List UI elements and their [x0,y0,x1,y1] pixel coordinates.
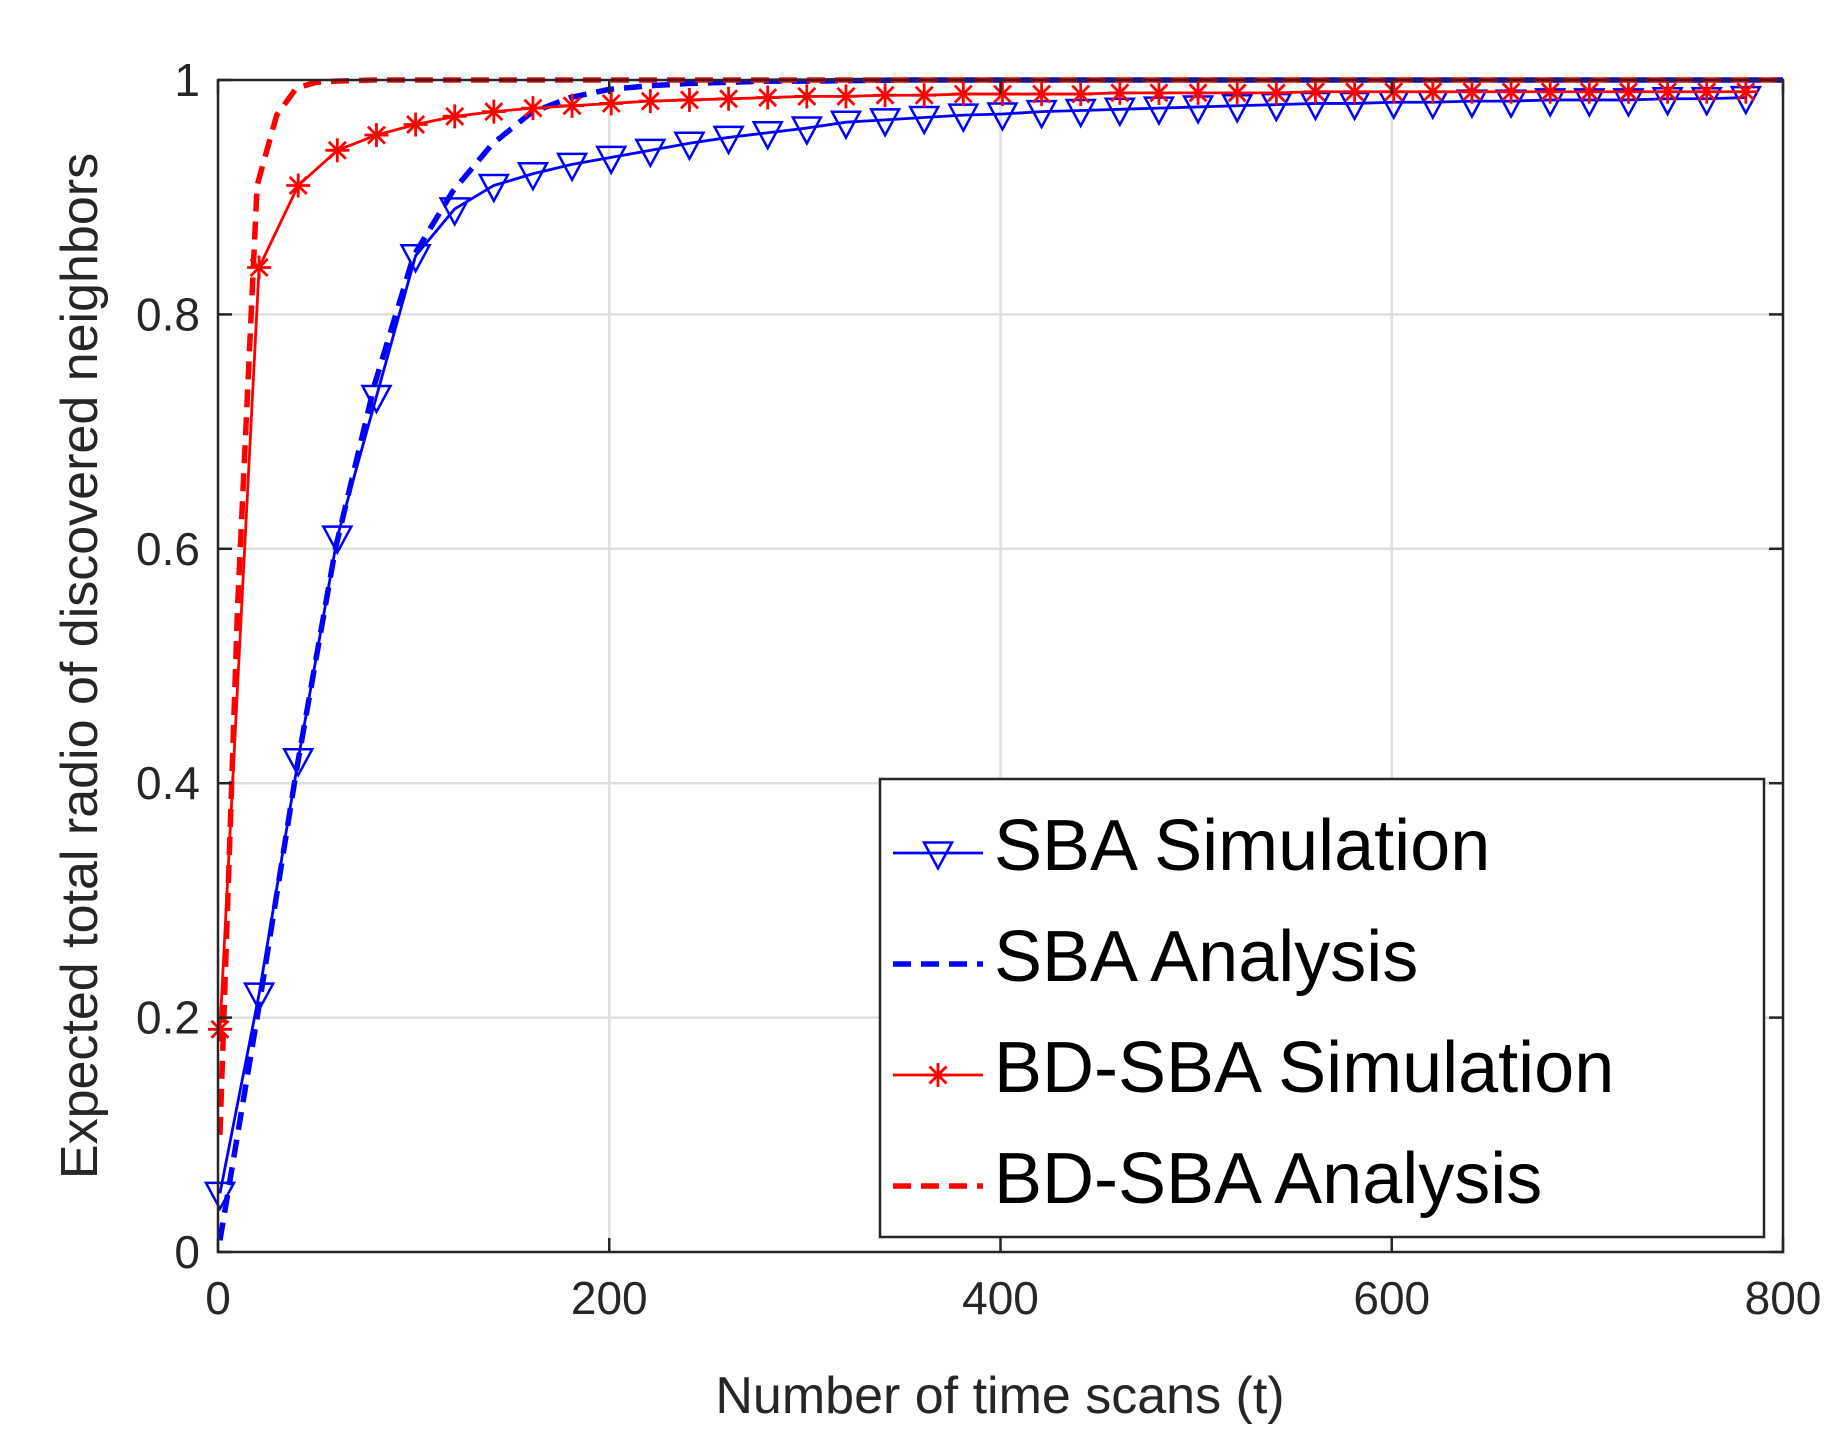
data-point-marker [751,120,784,151]
data-point-marker [1146,80,1171,105]
data-point-marker [516,162,550,192]
data-point-marker [833,84,858,109]
x-tick-label: 0 [205,1272,231,1324]
data-point-marker [634,138,667,169]
data-point-marker [442,104,467,129]
data-point-marker [403,112,428,137]
data-point-marker [912,83,937,108]
series-sba-analysis [217,77,1783,1241]
data-point-marker [560,93,585,118]
data-point-marker [1655,79,1680,104]
legend-marker [921,841,955,872]
data-point-marker [207,1017,232,1042]
y-tick-label: 0.4 [136,757,200,809]
data-point-marker [1616,79,1641,104]
legend-label-bd-sba-analysis: BD-SBA Analysis [994,1139,1542,1219]
data-point-marker [951,82,976,107]
data-point-marker [203,1181,237,1212]
data-point-marker [481,99,506,124]
data-point-marker [247,255,272,280]
data-point-marker [599,91,624,116]
x-axis-title: Number of time scans (t) [715,1367,1284,1425]
y-tick-label: 0 [174,1226,200,1278]
x-tick-label: 400 [962,1272,1039,1324]
series-line-bd-sba-simulation [218,90,1746,1030]
y-tick-label: 1 [174,54,200,106]
data-point-marker [1577,79,1602,104]
series-line-sba-simulation [218,96,1746,1194]
legend-box [878,777,1766,1239]
data-point-marker [712,125,745,156]
series-line-sba-analysis [217,77,1783,1241]
y-tick-label: 0.6 [136,523,200,575]
legend-samples [893,841,983,1189]
data-point-marker [595,145,628,176]
data-point-marker [1459,79,1484,104]
data-point-marker [1264,80,1289,105]
series-bd-sba-simulation [207,79,1758,1042]
data-point-marker [1303,79,1328,104]
data-point-marker [399,244,432,274]
legend: SBA Simulation SBA Analysis BD-SBA Simul… [878,777,1766,1239]
data-point-marker [868,108,902,138]
legend-label-bd-sba-simulation: BD-SBA Simulation [994,1028,1614,1108]
data-point-marker [282,748,315,778]
data-point-marker [790,116,823,147]
x-tick-label: 600 [1353,1272,1430,1324]
data-point-marker [1342,79,1367,104]
data-point-marker [1499,79,1524,104]
legend-label-sba-simulation: SBA Simulation [994,806,1490,886]
data-point-marker [1107,80,1132,105]
data-point-marker [794,84,819,109]
data-point-marker [364,123,389,148]
data-point-marker [1694,79,1719,104]
legend-sample-bd-sba-simulation [893,1063,983,1087]
data-point-marker [990,82,1015,107]
data-point-marker [477,173,510,204]
data-point-marker [360,384,393,415]
data-point-marker [321,525,354,556]
series-sba-simulation [203,85,1762,1212]
data-point-marker [716,86,741,111]
data-point-marker [325,138,350,163]
data-point-marker [1029,82,1054,107]
data-point-marker [1225,80,1250,105]
y-tick-label: 0.2 [136,992,200,1044]
data-point-marker [673,131,706,162]
y-tick-label: 0.8 [136,288,200,340]
data-point-marker [286,173,311,198]
x-tick-label: 800 [1745,1272,1822,1324]
data-point-marker [638,89,663,114]
data-point-marker [1381,79,1406,104]
data-point-marker [1733,79,1758,104]
data-point-marker [520,96,545,121]
legend-marker [926,1063,950,1087]
legend-label-sba-analysis: SBA Analysis [994,917,1418,997]
data-point-marker [873,83,898,108]
tick-layer: 0 200 400 600 800 0 0.2 0.4 0.6 0.8 1 [136,54,1821,1324]
data-point-marker [677,87,702,112]
x-tick-label: 200 [571,1272,648,1324]
data-point-marker [242,982,276,1013]
data-point-marker [1186,80,1211,105]
data-point-marker [755,85,780,110]
data-point-marker [1420,79,1445,104]
data-point-marker [438,197,471,227]
legend-sample-sba-simulation [893,841,983,872]
data-point-marker [1068,82,1093,107]
y-axis-title: Expected total radio of discovered neigh… [51,153,109,1179]
data-point-marker [1538,79,1563,104]
data-point-marker [829,110,863,141]
data-point-marker [555,152,589,183]
